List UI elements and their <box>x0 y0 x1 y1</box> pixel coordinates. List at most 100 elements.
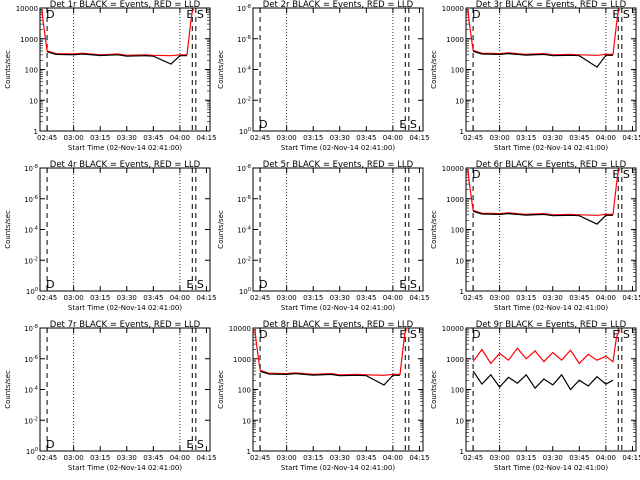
flag-s: S <box>410 118 417 131</box>
y-tick-label: 10-2 <box>24 256 38 265</box>
series-line-events <box>472 50 613 68</box>
series-line-events <box>46 51 187 65</box>
flag-e: E <box>399 328 406 341</box>
x-tick-label: 02:45 <box>463 454 483 462</box>
flag-e: E <box>399 118 406 131</box>
x-axis-label: Start Time (02-Nov-14 02:41:00) <box>68 464 182 472</box>
x-tick-label: 03:30 <box>117 294 137 302</box>
x-tick-label: 04:15 <box>409 294 429 302</box>
x-tick-label: 04:15 <box>196 454 216 462</box>
x-tick-label: 03:00 <box>490 294 510 302</box>
y-axis-label: Counts/sec <box>4 210 12 249</box>
flag-s: S <box>197 8 204 21</box>
flag-s: S <box>197 278 204 291</box>
y-tick-label: 100 <box>239 287 251 296</box>
x-tick-label: 03:30 <box>330 454 350 462</box>
panel-title: Det 3r BLACK = Events, RED = LLD <box>476 0 627 10</box>
x-tick-label: 03:00 <box>277 454 297 462</box>
x-tick-label: 02:45 <box>463 134 483 142</box>
flag-e: E <box>612 8 619 21</box>
flag-s: S <box>623 8 630 21</box>
y-tick-label: 100 <box>26 287 38 296</box>
flag-d: D <box>46 8 54 21</box>
y-tick-exponent: -6 <box>33 355 38 361</box>
x-tick-label: 04:00 <box>383 134 403 142</box>
x-tick-label: 03:45 <box>143 454 163 462</box>
panel-title: Det 9r BLACK = Events, RED = LLD <box>476 320 627 330</box>
flag-e: E <box>186 278 193 291</box>
x-tick-label: 03:00 <box>64 134 84 142</box>
flag-e: E <box>186 8 193 21</box>
flag-e: E <box>612 328 619 341</box>
y-axis-label: Counts/sec <box>4 370 12 409</box>
y-tick-label: 10-6 <box>24 195 38 204</box>
x-tick-label: 04:00 <box>596 454 616 462</box>
x-axis-label: Start Time (02-Nov-14 02:41:00) <box>494 464 608 472</box>
y-tick-exponent: 0 <box>248 127 251 133</box>
flag-s: S <box>410 328 417 341</box>
x-tick-label: 02:45 <box>37 294 57 302</box>
y-tick-label: 10-8 <box>237 164 251 173</box>
y-tick-exponent: -8 <box>246 164 251 170</box>
x-tick-label: 03:30 <box>543 454 563 462</box>
x-tick-label: 03:45 <box>143 134 163 142</box>
y-tick-label: 100 <box>451 67 464 75</box>
y-axis-label: Counts/sec <box>430 370 438 409</box>
x-tick-label: 02:45 <box>463 294 483 302</box>
y-tick-label: 100 <box>239 127 251 136</box>
panel-title: Det 5r BLACK = Events, RED = LLD <box>263 160 414 170</box>
flag-d: D <box>259 328 267 341</box>
x-tick-label: 04:00 <box>383 294 403 302</box>
y-tick-label: 10000 <box>442 165 464 173</box>
x-tick-label: 03:45 <box>569 134 589 142</box>
y-tick-label: 100 <box>26 447 38 456</box>
y-tick-label: 100 <box>238 387 251 395</box>
x-axis-label: Start Time (02-Nov-14 02:41:00) <box>494 304 608 312</box>
plot-frame <box>465 7 637 132</box>
y-tick-label: 10-2 <box>24 416 38 425</box>
flag-e: E <box>186 438 193 451</box>
x-tick-label: 03:15 <box>90 454 110 462</box>
y-tick-label: 10-8 <box>24 324 38 333</box>
y-tick-label: 1000 <box>233 356 251 364</box>
x-tick-label: 03:15 <box>303 294 323 302</box>
y-tick-exponent: -8 <box>33 164 38 170</box>
y-axis-label: Counts/sec <box>4 50 12 89</box>
x-tick-label: 03:00 <box>490 454 510 462</box>
y-tick-label: 1 <box>247 448 251 456</box>
y-tick-label: 1 <box>460 288 464 296</box>
y-tick-label: 10000 <box>16 5 38 13</box>
series-line-lld <box>41 8 195 57</box>
y-tick-label: 10-4 <box>24 226 38 235</box>
x-tick-label: 02:45 <box>250 454 270 462</box>
panel-det-2: Det 2r BLACK = Events, RED = LLD 100 10-2 1… <box>217 0 430 152</box>
y-tick-label: 1000 <box>446 36 464 44</box>
y-tick-exponent: -4 <box>33 226 38 232</box>
panel-det-8: Det 8r BLACK = Events, RED = LLD 1 10 100 10… <box>217 320 430 472</box>
y-tick-label: 10-8 <box>237 4 251 13</box>
flag-d: D <box>46 438 54 451</box>
x-tick-label: 03:30 <box>330 294 350 302</box>
flag-s: S <box>410 278 417 291</box>
flag-d: D <box>259 118 267 131</box>
x-tick-label: 04:00 <box>596 294 616 302</box>
y-tick-label: 10000 <box>442 5 464 13</box>
y-tick-label: 10-4 <box>237 226 251 235</box>
x-tick-label: 03:15 <box>516 134 536 142</box>
y-tick-label: 1000 <box>20 36 38 44</box>
x-tick-label: 03:45 <box>356 134 376 142</box>
x-axis-label: Start Time (02-Nov-14 02:41:00) <box>281 144 395 152</box>
y-tick-exponent: -2 <box>246 96 251 102</box>
x-tick-label: 04:15 <box>409 134 429 142</box>
panel-det-3: Det 3r BLACK = Events, RED = LLD 1 10 100 10… <box>430 0 640 152</box>
y-tick-label: 1 <box>460 128 464 136</box>
y-tick-label: 10 <box>29 97 38 105</box>
x-tick-label: 04:15 <box>196 134 216 142</box>
plot-frame <box>39 327 211 452</box>
y-tick-label: 10-6 <box>24 355 38 364</box>
flag-d: D <box>472 168 480 181</box>
series-line-events <box>472 370 614 391</box>
y-tick-label: 100 <box>25 67 38 75</box>
y-tick-exponent: 0 <box>35 287 38 293</box>
y-axis-label: Counts/sec <box>430 50 438 89</box>
